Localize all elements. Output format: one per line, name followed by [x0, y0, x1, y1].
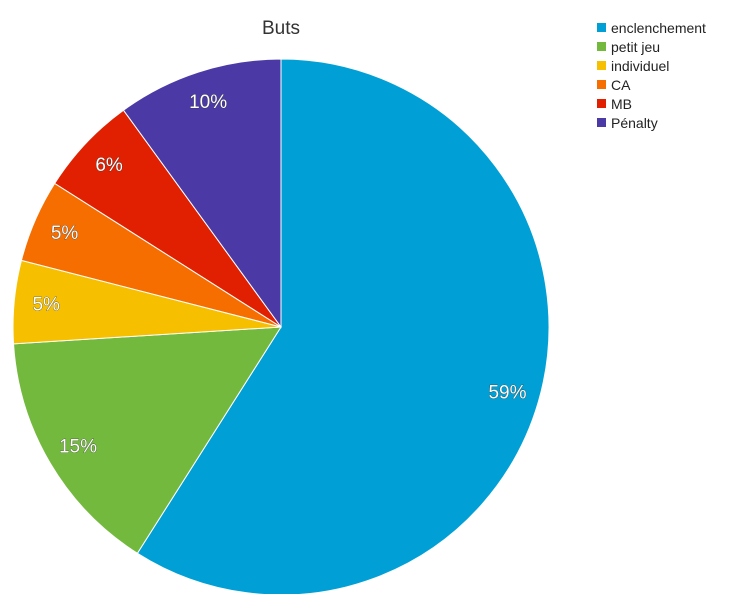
legend-swatch [597, 23, 606, 32]
legend-swatch [597, 99, 606, 108]
pie-slice-petit-jeu [12, 326, 282, 554]
slice-label: 5% [32, 294, 60, 315]
legend-swatch [597, 42, 606, 51]
slice-label: 10% [189, 92, 227, 113]
slice-label: 59% [488, 382, 526, 403]
legend-swatch [597, 118, 606, 127]
pie-labels: 59% 15% 5% 5% 6% 10% [32, 92, 527, 458]
slice-label: 5% [51, 223, 79, 244]
pie-slices [12, 58, 550, 594]
slice-label: 15% [59, 437, 97, 458]
pie-slice-enclenchement [136, 58, 550, 594]
legend-swatch [597, 80, 606, 89]
legend-label: individuel [611, 58, 669, 74]
legend: enclenchement petit jeu individuel CA MB Péna… [597, 20, 706, 131]
legend-label: MB [611, 96, 632, 112]
legend-label: petit jeu [611, 39, 660, 55]
legend-label: CA [611, 77, 631, 93]
legend-swatch [597, 61, 606, 70]
slice-label: 6% [95, 155, 123, 176]
legend-label: enclenchement [611, 20, 706, 36]
legend-label: Pénalty [611, 115, 658, 131]
chart-title: Buts [262, 18, 300, 39]
pie-slice-p-nalty [122, 58, 282, 329]
